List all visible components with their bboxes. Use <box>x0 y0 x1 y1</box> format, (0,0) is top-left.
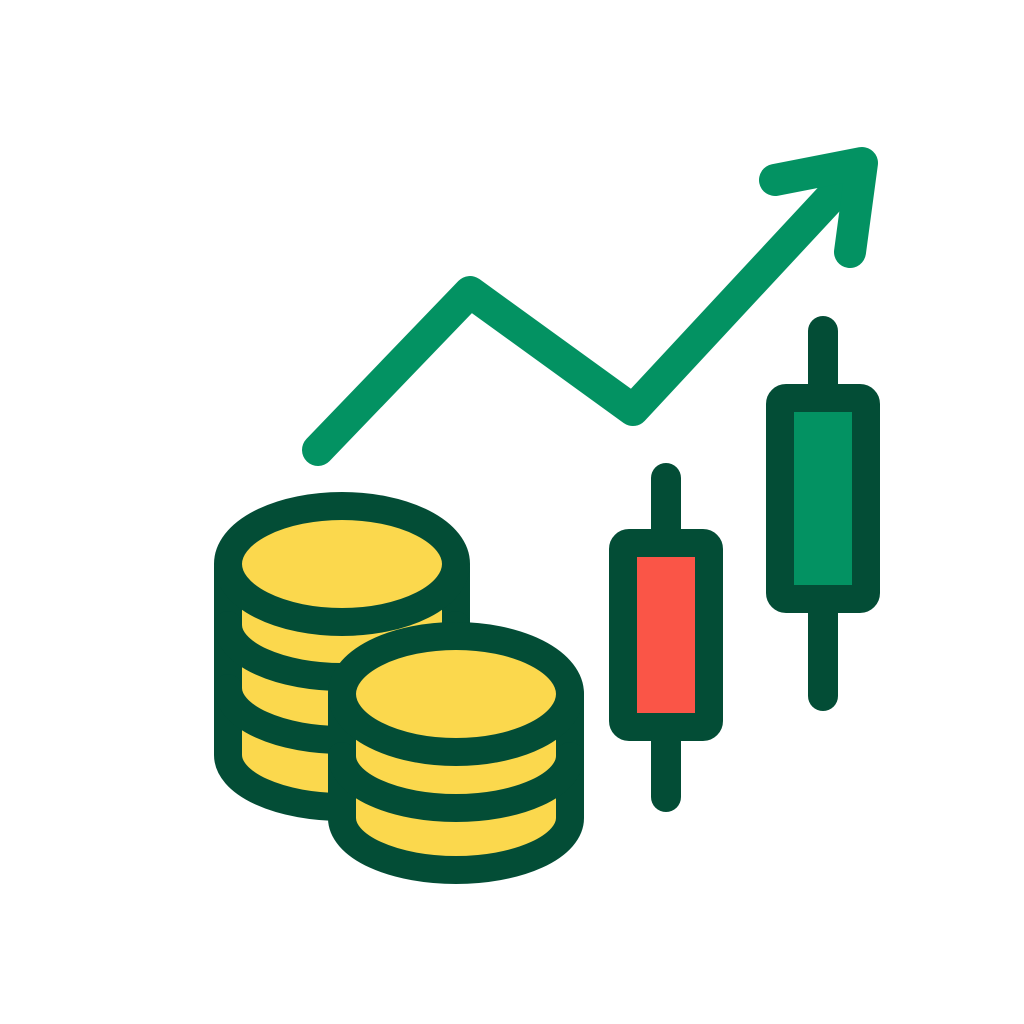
arrow-head <box>759 147 878 268</box>
candlestick-bullish-icon <box>766 316 880 711</box>
candlestick-bearish-icon <box>609 463 723 812</box>
candlestick-bullish-body <box>766 384 880 613</box>
trend-arrow-icon <box>302 147 878 466</box>
coin-stack-front-ridge-1 <box>328 742 584 822</box>
coin-stack-front <box>328 622 584 884</box>
coin-stack-back-top <box>214 492 470 636</box>
coin-stack-front-top <box>328 622 584 766</box>
candlestick-bearish-body <box>609 529 723 741</box>
trend-line <box>302 166 861 466</box>
